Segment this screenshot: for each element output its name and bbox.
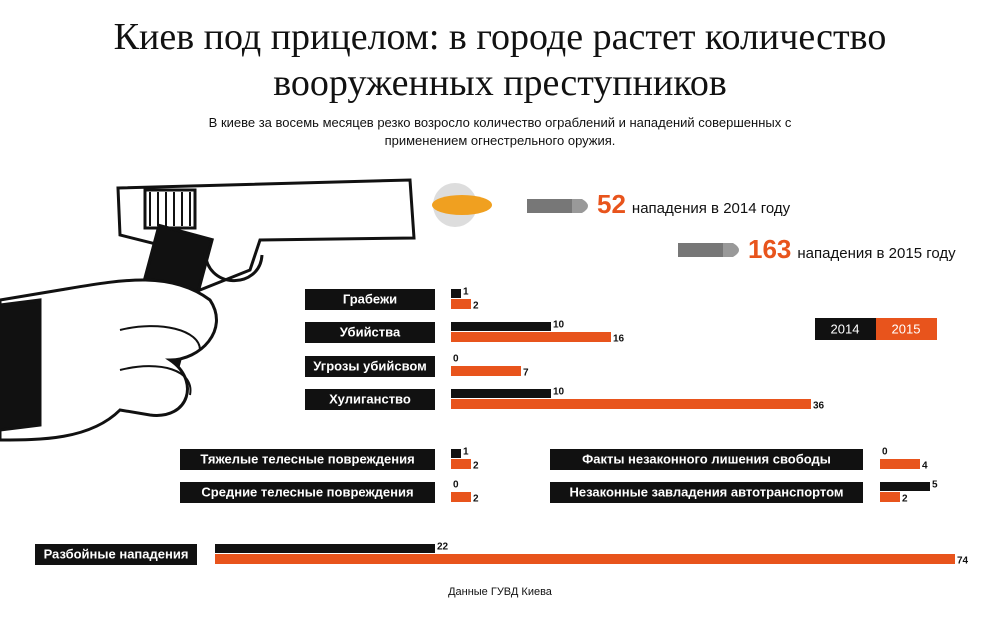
bar [451, 389, 551, 398]
bar [880, 482, 930, 491]
value-label: 74 [957, 556, 969, 567]
category-box [305, 356, 435, 377]
value-label: 16 [613, 334, 625, 345]
bar [215, 544, 435, 553]
category-box [550, 449, 863, 470]
legend-swatch [815, 318, 876, 340]
value-label: 10 [553, 320, 565, 331]
bar [880, 492, 900, 502]
category-box [180, 482, 435, 503]
value-label: 1 [463, 447, 469, 458]
category-label: Хулиганство [329, 391, 411, 406]
category-label: Средние телесные повреждения [201, 484, 413, 499]
bar [451, 459, 471, 469]
value-label: 7 [523, 368, 529, 379]
value-label: 4 [922, 461, 928, 472]
value-label: 2 [473, 494, 479, 505]
value-label: 36 [813, 401, 825, 412]
category-label: Незаконные завладения автотранспортом [569, 484, 843, 499]
legend-label: 2015 [892, 321, 921, 336]
value-label: 5 [932, 480, 938, 491]
value-label: 10 [553, 387, 565, 398]
bar [451, 299, 471, 309]
value-label: 0 [882, 447, 888, 458]
bar [880, 459, 920, 469]
category-box [305, 322, 435, 343]
category-label: Факты незаконного лишения свободы [582, 451, 831, 466]
category-label: Тяжелые телесные повреждения [200, 451, 414, 466]
bar [451, 289, 461, 298]
category-box [305, 289, 435, 310]
value-label: 1 [463, 287, 469, 298]
category-label: Убийства [340, 324, 401, 339]
chart-subtitle: В киеве за восемь месяцев резко возросло… [208, 115, 792, 148]
bar [451, 492, 471, 502]
bar [215, 554, 955, 564]
bar [451, 322, 551, 331]
callout-text: нападения в 2015 году [797, 245, 956, 262]
value-label: 0 [453, 480, 459, 491]
value-label: 22 [437, 542, 449, 553]
bullet-2015 [678, 243, 739, 257]
callout-text: нападения в 2014 году [632, 200, 791, 217]
callout-value: 163 [748, 234, 791, 264]
legend-label: 2014 [831, 321, 860, 336]
category-label: Угрозы убийсвом [313, 358, 427, 373]
chart-title: Киев под прицелом: в городе растет колич… [113, 16, 887, 104]
bullet-2014 [527, 199, 588, 213]
bar [451, 399, 811, 409]
category-box [35, 544, 197, 565]
legend-swatch [876, 318, 937, 340]
value-label: 0 [453, 354, 459, 365]
bar [451, 449, 461, 458]
category-label: Грабежи [343, 291, 397, 306]
category-label: Разбойные нападения [44, 546, 189, 561]
callout-value: 52 [597, 189, 626, 219]
category-box [305, 389, 435, 410]
gun-illustration [0, 178, 492, 442]
value-label: 2 [473, 461, 479, 472]
category-box [550, 482, 863, 503]
value-label: 2 [902, 494, 908, 505]
category-box [180, 449, 435, 470]
bar [451, 366, 521, 376]
bar [451, 332, 611, 342]
value-label: 2 [473, 301, 479, 312]
source: Данные ГУВД Киева [448, 586, 553, 598]
